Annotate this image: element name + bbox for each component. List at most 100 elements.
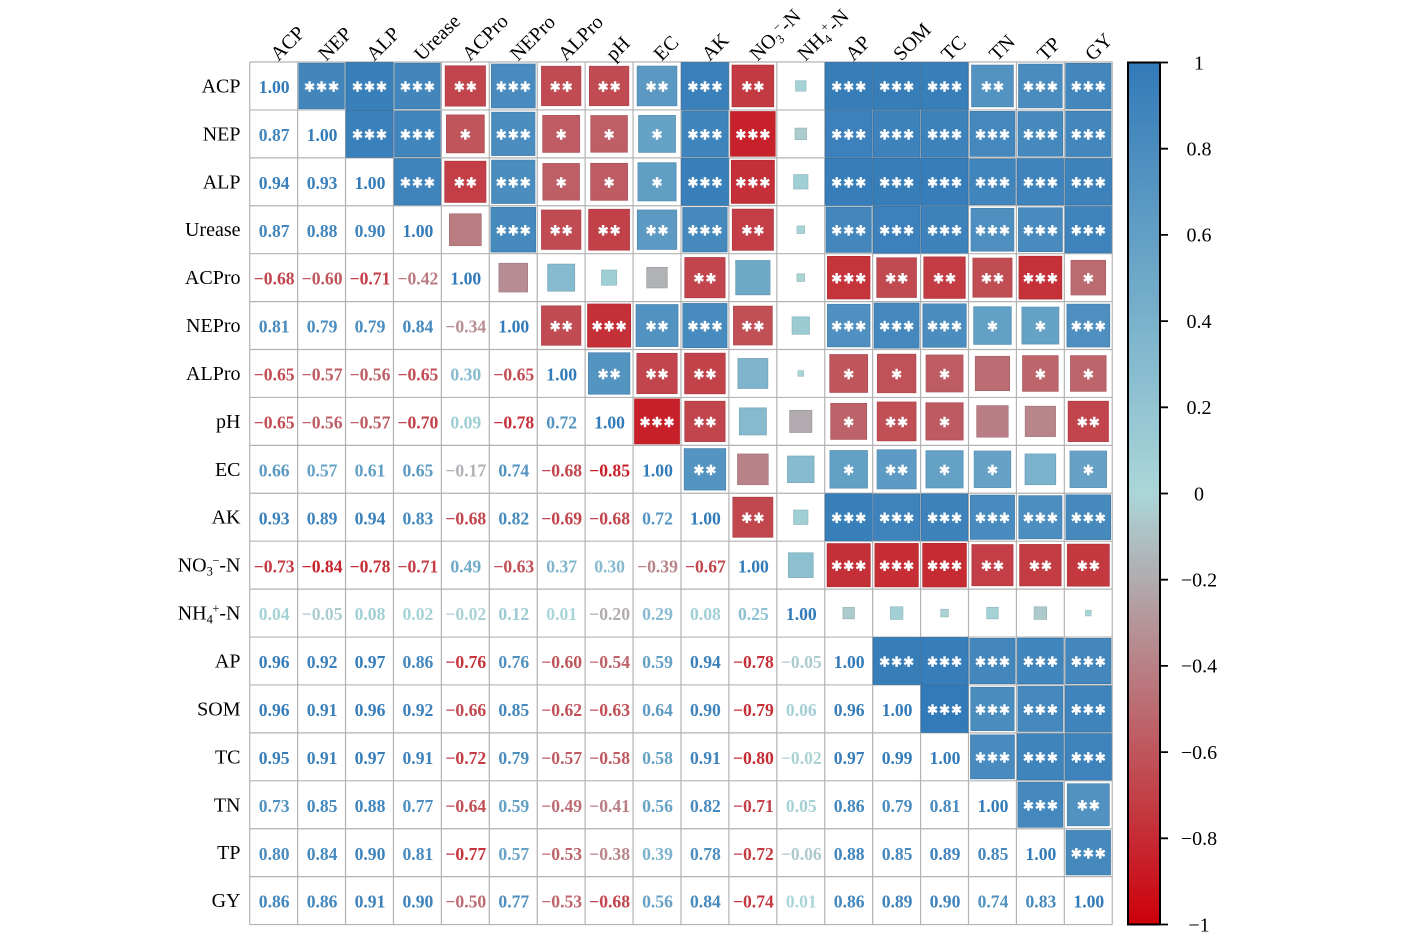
svg-text:1.00: 1.00: [259, 77, 290, 97]
svg-text:−0.65: −0.65: [397, 365, 438, 385]
svg-text:−0.57: −0.57: [350, 413, 391, 433]
svg-text:AK: AK: [212, 507, 241, 529]
svg-text:0.02: 0.02: [403, 604, 434, 624]
svg-text:0.65: 0.65: [403, 460, 434, 480]
svg-text:1.00: 1.00: [882, 700, 913, 720]
svg-text:−0.2: −0.2: [1181, 570, 1217, 592]
svg-text:0.72: 0.72: [546, 413, 577, 433]
svg-text:0.85: 0.85: [978, 844, 1009, 864]
svg-text:−0.72: −0.72: [445, 748, 486, 768]
svg-text:0.12: 0.12: [498, 604, 529, 624]
svg-text:0.97: 0.97: [834, 748, 865, 768]
svg-text:0.25: 0.25: [738, 604, 769, 624]
svg-text:0.59: 0.59: [642, 652, 673, 672]
svg-text:0.87: 0.87: [259, 221, 290, 241]
svg-text:0.86: 0.86: [403, 652, 434, 672]
svg-text:−0.65: −0.65: [493, 365, 534, 385]
svg-text:−0.17: −0.17: [445, 460, 486, 480]
svg-text:0.78: 0.78: [690, 844, 721, 864]
svg-text:0.73: 0.73: [259, 796, 290, 816]
svg-text:0.6: 0.6: [1187, 225, 1212, 247]
svg-text:−0.63: −0.63: [589, 700, 630, 720]
svg-text:−0.20: −0.20: [589, 604, 630, 624]
svg-text:0.91: 0.91: [307, 700, 338, 720]
svg-text:SOM: SOM: [197, 698, 241, 720]
svg-text:−0.80: −0.80: [733, 748, 774, 768]
svg-text:0.86: 0.86: [259, 892, 290, 912]
svg-text:AP: AP: [215, 651, 241, 673]
svg-text:0.4: 0.4: [1187, 311, 1212, 333]
svg-text:0.82: 0.82: [498, 508, 529, 528]
svg-text:0.96: 0.96: [259, 700, 290, 720]
svg-text:1.00: 1.00: [450, 269, 481, 289]
svg-text:−0.76: −0.76: [445, 652, 486, 672]
svg-text:ACP: ACP: [202, 76, 241, 98]
svg-text:−1: −1: [1188, 914, 1209, 936]
svg-text:1.00: 1.00: [930, 748, 961, 768]
svg-text:0.90: 0.90: [690, 700, 721, 720]
svg-text:0.79: 0.79: [355, 317, 386, 337]
svg-text:−0.68: −0.68: [589, 892, 630, 912]
svg-text:0.57: 0.57: [498, 844, 529, 864]
svg-text:TN: TN: [214, 794, 241, 816]
svg-text:0.82: 0.82: [690, 796, 721, 816]
svg-text:0.79: 0.79: [498, 748, 529, 768]
svg-text:0.81: 0.81: [930, 796, 961, 816]
svg-text:0.89: 0.89: [882, 892, 913, 912]
svg-text:0.79: 0.79: [307, 317, 338, 337]
svg-text:0.83: 0.83: [403, 508, 434, 528]
svg-text:−0.71: −0.71: [733, 796, 774, 816]
svg-text:0.94: 0.94: [355, 508, 386, 528]
svg-text:0.37: 0.37: [546, 556, 577, 576]
svg-text:0.92: 0.92: [307, 652, 338, 672]
svg-text:0: 0: [1194, 483, 1204, 505]
svg-text:0.49: 0.49: [450, 556, 481, 576]
svg-text:0.61: 0.61: [355, 460, 386, 480]
svg-text:−0.68: −0.68: [541, 460, 582, 480]
svg-text:1.00: 1.00: [1026, 844, 1057, 864]
svg-text:−0.60: −0.60: [302, 269, 343, 289]
svg-text:0.91: 0.91: [403, 748, 434, 768]
svg-text:1.00: 1.00: [594, 413, 625, 433]
svg-text:0.99: 0.99: [882, 748, 913, 768]
svg-text:0.84: 0.84: [307, 844, 338, 864]
svg-text:0.79: 0.79: [882, 796, 913, 816]
svg-text:−0.05: −0.05: [302, 604, 343, 624]
svg-text:0.80: 0.80: [259, 844, 290, 864]
svg-text:−0.77: −0.77: [445, 844, 486, 864]
svg-text:0.05: 0.05: [786, 796, 817, 816]
svg-text:−0.60: −0.60: [541, 652, 582, 672]
svg-text:0.84: 0.84: [403, 317, 434, 337]
svg-text:−0.78: −0.78: [733, 652, 774, 672]
svg-text:−0.50: −0.50: [445, 892, 486, 912]
svg-text:ALPro: ALPro: [186, 363, 240, 385]
svg-text:−0.38: −0.38: [589, 844, 630, 864]
svg-text:−0.53: −0.53: [541, 844, 582, 864]
svg-text:−0.74: −0.74: [733, 892, 774, 912]
svg-text:0.91: 0.91: [690, 748, 721, 768]
svg-text:−0.05: −0.05: [781, 652, 822, 672]
svg-text:1.00: 1.00: [1073, 892, 1104, 912]
svg-text:0.04: 0.04: [259, 604, 290, 624]
svg-text:−0.68: −0.68: [254, 269, 295, 289]
svg-text:0.77: 0.77: [498, 892, 529, 912]
svg-text:−0.78: −0.78: [493, 413, 534, 433]
svg-text:0.94: 0.94: [690, 652, 721, 672]
svg-text:0.56: 0.56: [642, 796, 673, 816]
svg-text:−0.39: −0.39: [637, 556, 678, 576]
svg-text:−0.69: −0.69: [541, 508, 582, 528]
svg-text:ALP: ALP: [203, 171, 241, 193]
svg-text:−0.85: −0.85: [589, 460, 630, 480]
svg-text:−0.02: −0.02: [781, 748, 822, 768]
svg-text:0.74: 0.74: [498, 460, 529, 480]
svg-text:0.76: 0.76: [498, 652, 529, 672]
svg-text:−0.6: −0.6: [1181, 742, 1217, 764]
svg-text:−0.79: −0.79: [733, 700, 774, 720]
svg-text:−0.72: −0.72: [733, 844, 774, 864]
svg-text:1.00: 1.00: [978, 796, 1009, 816]
svg-text:0.58: 0.58: [642, 748, 673, 768]
svg-text:0.97: 0.97: [355, 748, 386, 768]
svg-text:0.39: 0.39: [642, 844, 673, 864]
svg-text:−0.53: −0.53: [541, 892, 582, 912]
svg-text:0.95: 0.95: [259, 748, 290, 768]
